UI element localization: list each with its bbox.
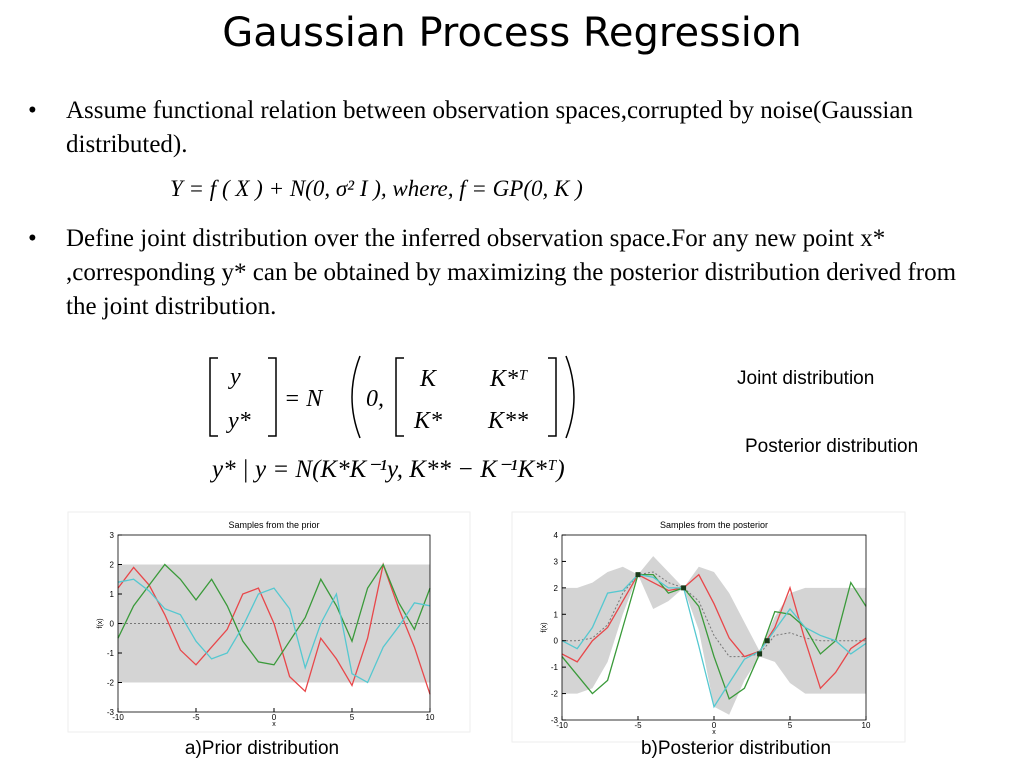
matrix-brackets xyxy=(209,355,575,439)
y-tick-label: 1 xyxy=(110,590,115,599)
y-tick-label: 2 xyxy=(110,561,115,570)
annotation: Joint distribution xyxy=(737,368,875,389)
y-tick-label: 2 xyxy=(554,584,559,593)
observation xyxy=(764,638,770,644)
x-tick-label: -5 xyxy=(634,721,642,730)
annotation: Posterior distribution xyxy=(745,436,919,457)
mean-line xyxy=(562,571,866,658)
sample-line xyxy=(117,563,431,666)
equation: y* | y = N(K*K⁻¹y, K** − K⁻¹K*ᵀ) xyxy=(212,456,565,483)
chart-title: Samples from the posterior xyxy=(660,520,768,530)
x-tick-label: -5 xyxy=(192,713,200,722)
matrix-entry: K*ᵀ xyxy=(489,366,528,392)
matrix-entry: K xyxy=(419,366,438,392)
sample-line xyxy=(561,573,867,690)
x-tick-label: 10 xyxy=(862,721,871,730)
y-tick-label: 0 xyxy=(554,637,559,646)
y-axis-label: f(x) xyxy=(97,618,104,628)
sample-line xyxy=(117,578,431,684)
x-axis-label: x xyxy=(272,721,276,728)
equation-part: 0, xyxy=(366,386,384,412)
x-axis-label: x xyxy=(712,729,716,736)
y-tick-label: 4 xyxy=(554,531,559,540)
observation xyxy=(757,651,763,657)
y-tick-label: 0 xyxy=(110,620,115,629)
y-tick-label: 3 xyxy=(554,557,559,566)
x-tick-label: -10 xyxy=(556,721,568,730)
bullet-text: Assume functional relation between obser… xyxy=(28,94,966,162)
figure-caption: b)Posterior distribution xyxy=(641,738,831,759)
y-tick-label: -3 xyxy=(551,716,559,725)
sample-line xyxy=(561,573,867,709)
y-tick-label: -1 xyxy=(551,663,559,672)
x-tick-label: 10 xyxy=(426,713,435,722)
matrix-entry: K* xyxy=(413,408,442,434)
y-tick-label: 3 xyxy=(110,531,115,540)
observation xyxy=(681,585,687,591)
bullet-text: Define joint distribution over the infer… xyxy=(28,222,966,324)
matrix-entry: y xyxy=(228,364,241,390)
observation xyxy=(635,572,641,578)
figure-caption: a)Prior distribution xyxy=(185,738,339,759)
x-tick-label: 0 xyxy=(272,713,277,722)
equation-part: = N xyxy=(284,386,324,412)
x-tick-label: -10 xyxy=(112,713,124,722)
chart-title: Samples from the prior xyxy=(228,520,319,530)
sample-line xyxy=(117,562,431,695)
x-tick-label: 5 xyxy=(350,713,355,722)
y-tick-label: -1 xyxy=(107,649,115,658)
x-tick-label: 0 xyxy=(712,721,717,730)
equation: Y = f ( X ) + N(0, σ² I ), where, f = GP… xyxy=(170,176,583,201)
y-tick-label: 1 xyxy=(554,610,559,619)
y-axis-label: f(x) xyxy=(541,622,548,632)
y-tick-label: -2 xyxy=(107,679,115,688)
matrix-entry: K** xyxy=(487,408,528,434)
slide-title: Gaussian Process Regression xyxy=(222,10,802,56)
x-tick-label: 5 xyxy=(788,721,793,730)
y-tick-label: -2 xyxy=(551,690,559,699)
y-tick-label: -3 xyxy=(107,708,115,717)
sample-line xyxy=(561,573,867,700)
matrix-entry: y* xyxy=(226,408,251,434)
